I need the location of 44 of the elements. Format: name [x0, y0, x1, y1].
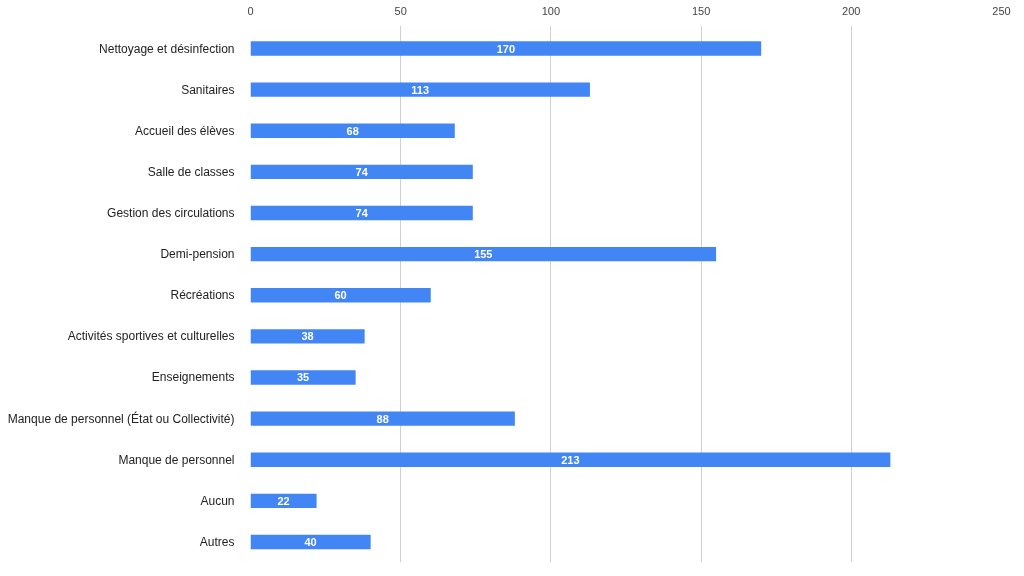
- bar: [250, 288, 431, 303]
- bar: [250, 370, 356, 385]
- data-label: 22: [277, 494, 290, 507]
- data-label: 74: [355, 207, 369, 219]
- bar: [250, 205, 473, 221]
- x-tick-label: 200: [842, 4, 861, 17]
- bar: [250, 452, 891, 467]
- y-tick-label: Manque de personnel: [118, 452, 235, 467]
- y-tick-label: Aucun: [200, 493, 235, 508]
- x-tick-label: 250: [992, 4, 1011, 17]
- y-tick-label: Récréations: [170, 288, 235, 303]
- data-label: 88: [376, 412, 389, 425]
- data-label: 74: [355, 165, 369, 178]
- y-tick-label: Demi-pension: [160, 247, 235, 262]
- x-tick-label: 100: [541, 4, 561, 17]
- x-tick-label: 50: [394, 4, 407, 17]
- data-label: 113: [411, 83, 430, 96]
- y-tick-label: Enseignements: [151, 370, 235, 385]
- y-tick-label: Manque de personnel (État ou Collectivité): [7, 410, 235, 426]
- data-label: 155: [474, 248, 493, 261]
- data-label: 35: [296, 371, 310, 384]
- data-label: 60: [334, 289, 347, 302]
- data-label: 38: [301, 330, 314, 343]
- y-tick-label: Gestion des circulations: [107, 206, 235, 220]
- bar: [250, 246, 717, 262]
- bar: [250, 411, 515, 426]
- y-tick-label: Accueil des élèves: [135, 123, 235, 138]
- bar: [250, 534, 371, 550]
- data-label: 213: [561, 453, 580, 466]
- bar: [250, 164, 473, 180]
- x-tick-label: 0: [247, 4, 254, 17]
- data-label: 40: [304, 535, 317, 548]
- y-tick-label: Sanitaires: [181, 82, 235, 97]
- y-tick-label: Salle de classes: [147, 164, 235, 179]
- data-label: 170: [496, 42, 516, 55]
- y-tick-label: Nettoyage et désinfection: [99, 41, 235, 56]
- bar: [250, 329, 365, 344]
- x-tick-label: 150: [691, 4, 711, 17]
- data-label: 68: [346, 124, 359, 137]
- bar: [250, 41, 762, 56]
- y-tick-label: Autres: [199, 534, 235, 549]
- bar: [250, 82, 590, 97]
- bar: [250, 123, 455, 138]
- y-tick-label: Activités sportives et culturelles: [67, 329, 235, 344]
